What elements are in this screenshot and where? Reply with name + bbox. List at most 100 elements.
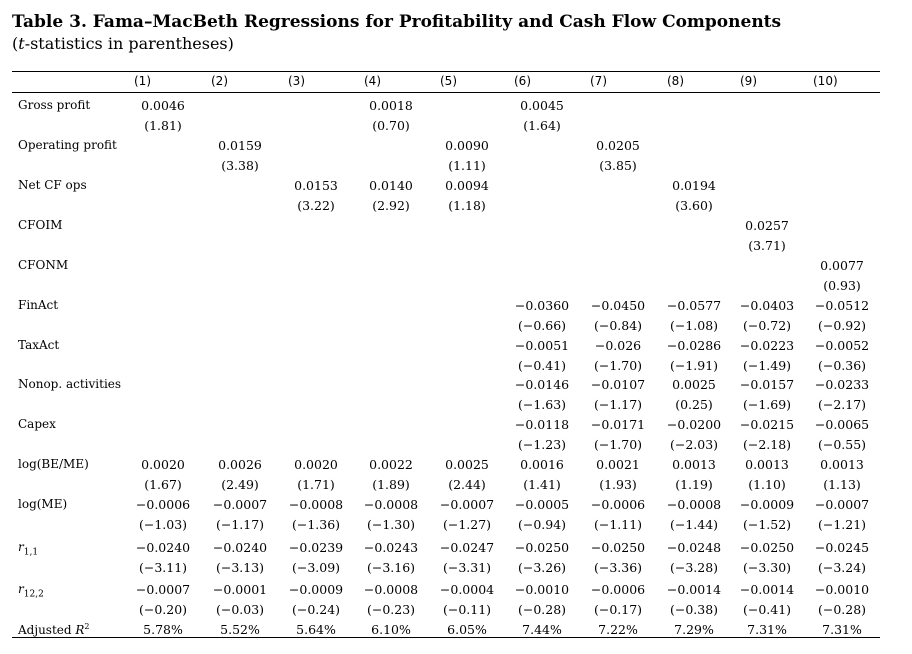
coefficient-cell: 0.0153 (294, 178, 338, 193)
adjusted-r2-symbol: R (75, 623, 85, 637)
tstat-cell: (−0.24) (291, 602, 341, 617)
adjusted-r2-cell: 6.10% (371, 622, 411, 637)
tstat-cell: (−0.11) (442, 602, 492, 617)
adjusted-r2-cell: 7.29% (674, 622, 714, 637)
tstat-cell: (3.38) (221, 158, 259, 173)
tstat-cell: (1.89) (372, 477, 410, 492)
tstat-cell: (−1.11) (593, 517, 643, 532)
coefficient-cell: −0.0007 (439, 497, 495, 512)
tstat-cell: (−3.13) (215, 560, 265, 575)
tstat-cell: (−1.17) (215, 517, 265, 532)
tstat-cell: (0.93) (823, 278, 861, 293)
coefficient-cell: −0.0223 (739, 338, 795, 353)
tstat-cell: (−3.30) (742, 560, 792, 575)
tstat-cell: (1.67) (144, 477, 182, 492)
coefficient-cell: −0.0157 (739, 377, 795, 392)
coefficient-cell: −0.0403 (739, 298, 795, 313)
coefficient-cell: −0.0008 (288, 497, 344, 512)
coefficient-cell: −0.0118 (514, 417, 570, 432)
row-label: Net CF ops (18, 178, 87, 192)
coefficient-cell: −0.0010 (514, 582, 570, 597)
coefficient-cell: 0.0090 (445, 138, 489, 153)
tstat-cell: (3.71) (748, 238, 786, 253)
coefficient-cell: −0.0107 (590, 377, 646, 392)
row-label: r12,2 (18, 582, 44, 599)
coefficient-cell: −0.0006 (135, 497, 191, 512)
row-label-subscript: 1,1 (23, 547, 39, 558)
tstat-cell: (−0.38) (669, 602, 719, 617)
coefficient-cell: 0.0021 (596, 457, 640, 472)
coefficient-cell: −0.0004 (439, 582, 495, 597)
coefficient-cell: −0.026 (594, 338, 642, 353)
tstat-cell: (−0.36) (817, 358, 867, 373)
adjusted-r2-cell: 7.31% (822, 622, 862, 637)
coefficient-cell: 0.0140 (369, 178, 413, 193)
tstat-cell: (3.85) (599, 158, 637, 173)
adjusted-r2-cell: 5.52% (220, 622, 260, 637)
coefficient-cell: 0.0257 (745, 218, 789, 233)
tstat-cell: (−0.84) (593, 318, 643, 333)
coefficient-cell: 0.0026 (218, 457, 262, 472)
coefficient-cell: −0.0243 (363, 540, 419, 555)
tstat-cell: (−1.17) (593, 397, 643, 412)
tstat-cell: (−1.70) (593, 437, 643, 452)
table-title: Table 3. Fama–MacBeth Regressions for Pr… (12, 12, 782, 32)
subtitle-open-paren: ( (12, 34, 19, 53)
tstat-cell: (−0.28) (817, 602, 867, 617)
row-label: CFONM (18, 258, 69, 272)
row-label: Gross profit (18, 98, 91, 112)
coefficient-cell: 0.0013 (820, 457, 864, 472)
coefficient-cell: −0.0146 (514, 377, 570, 392)
subtitle-t-symbol: t (18, 34, 25, 53)
tstat-cell: (1.10) (748, 477, 786, 492)
coefficient-cell: 0.0025 (445, 457, 489, 472)
tstat-cell: (−1.23) (517, 437, 567, 452)
coefficient-cell: 0.0013 (672, 457, 716, 472)
coefficient-cell: 0.0046 (141, 98, 185, 113)
coefficient-cell: −0.0006 (590, 582, 646, 597)
coefficient-cell: 0.0020 (141, 457, 185, 472)
tstat-cell: (2.49) (221, 477, 259, 492)
coefficient-cell: −0.0065 (814, 417, 870, 432)
column-header-9: (9) (740, 74, 757, 88)
tstat-cell: (−3.31) (442, 560, 492, 575)
column-header-6: (6) (514, 74, 531, 88)
tstat-cell: (−1.27) (442, 517, 492, 532)
coefficient-cell: −0.0200 (666, 417, 722, 432)
table-header-rule (12, 92, 880, 93)
adjusted-r2-cell: 5.78% (143, 622, 183, 637)
tstat-cell: (−3.36) (593, 560, 643, 575)
tstat-cell: (−1.03) (138, 517, 188, 532)
tstat-cell: (−1.63) (517, 397, 567, 412)
adjusted-r2-label: Adjusted R2 (18, 622, 90, 637)
tstat-cell: (1.71) (297, 477, 335, 492)
coefficient-cell: −0.0007 (814, 497, 870, 512)
coefficient-cell: −0.0360 (514, 298, 570, 313)
adjusted-r2-text: Adjusted (18, 623, 76, 637)
tstat-cell: (1.11) (448, 158, 486, 173)
tstat-cell: (−1.91) (669, 358, 719, 373)
tstat-cell: (1.93) (599, 477, 637, 492)
tstat-cell: (1.13) (823, 477, 861, 492)
row-label: log(BE/ME) (18, 457, 89, 471)
coefficient-cell: −0.0014 (666, 582, 722, 597)
coefficient-cell: −0.0250 (590, 540, 646, 555)
coefficient-cell: 0.0013 (745, 457, 789, 472)
coefficient-cell: −0.0014 (739, 582, 795, 597)
tstat-cell: (−3.16) (366, 560, 416, 575)
coefficient-cell: 0.0077 (820, 258, 864, 273)
tstat-cell: (−0.94) (517, 517, 567, 532)
coefficient-cell: −0.0005 (514, 497, 570, 512)
tstat-cell: (−2.17) (817, 397, 867, 412)
tstat-cell: (−1.21) (817, 517, 867, 532)
tstat-cell: (−3.26) (517, 560, 567, 575)
column-header-10: (10) (813, 74, 838, 88)
tstat-cell: (−1.52) (742, 517, 792, 532)
row-label-subscript: 12,2 (23, 589, 44, 600)
tstat-cell: (−0.66) (517, 318, 567, 333)
column-header-3: (3) (288, 74, 305, 88)
coefficient-cell: 0.0194 (672, 178, 716, 193)
row-label-symbol: r (18, 582, 24, 596)
coefficient-cell: 0.0094 (445, 178, 489, 193)
coefficient-cell: −0.0286 (666, 338, 722, 353)
